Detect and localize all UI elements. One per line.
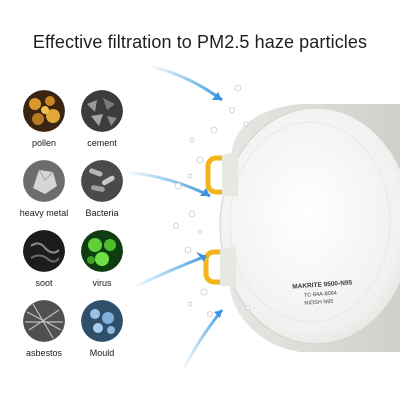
mask-print-line-1: MAKRITE 9500-N95 xyxy=(292,279,353,290)
mask-print-line-3: NIOSH N95 xyxy=(304,299,333,307)
mask-print-line-2: TC-84A-8064 xyxy=(304,291,337,299)
